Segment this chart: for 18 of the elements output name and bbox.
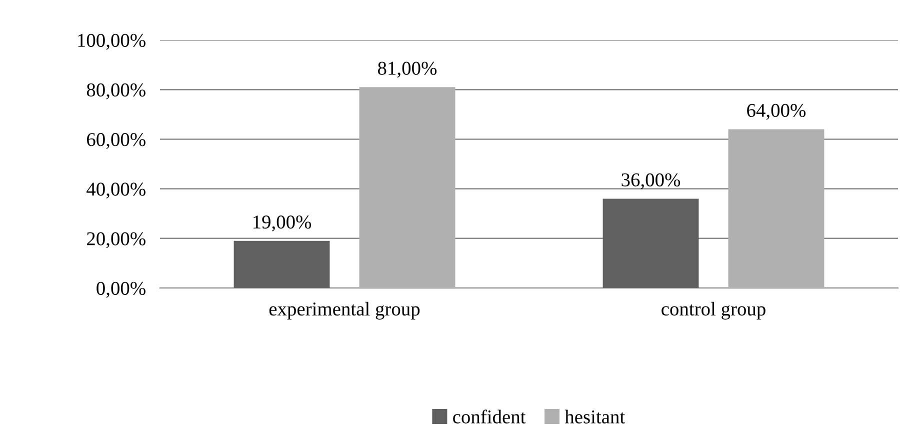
- y-tick-label: 0,00%: [96, 282, 146, 298]
- bar: [359, 87, 456, 288]
- y-tick-label: 80,00%: [86, 83, 146, 100]
- x-tick-label: experimental group: [269, 302, 420, 320]
- legend-label: hesitant: [564, 410, 626, 424]
- bar: [602, 198, 699, 288]
- y-tick-label: 20,00%: [87, 232, 146, 248]
- y-tick-label: 40,00%: [86, 182, 146, 199]
- data-label: 19,00%: [254, 215, 312, 232]
- bar: [728, 129, 824, 288]
- legend-label: confident: [453, 410, 526, 424]
- x-tick-label: control group: [662, 302, 766, 320]
- y-tick-label: 100,00%: [78, 34, 146, 50]
- data-label: 36,00%: [622, 173, 680, 190]
- data-label: 64,00%: [747, 104, 806, 120]
- data-label: 81,00%: [378, 62, 437, 78]
- bar: [234, 240, 330, 288]
- y-tick-label: 60,00%: [87, 133, 146, 149]
